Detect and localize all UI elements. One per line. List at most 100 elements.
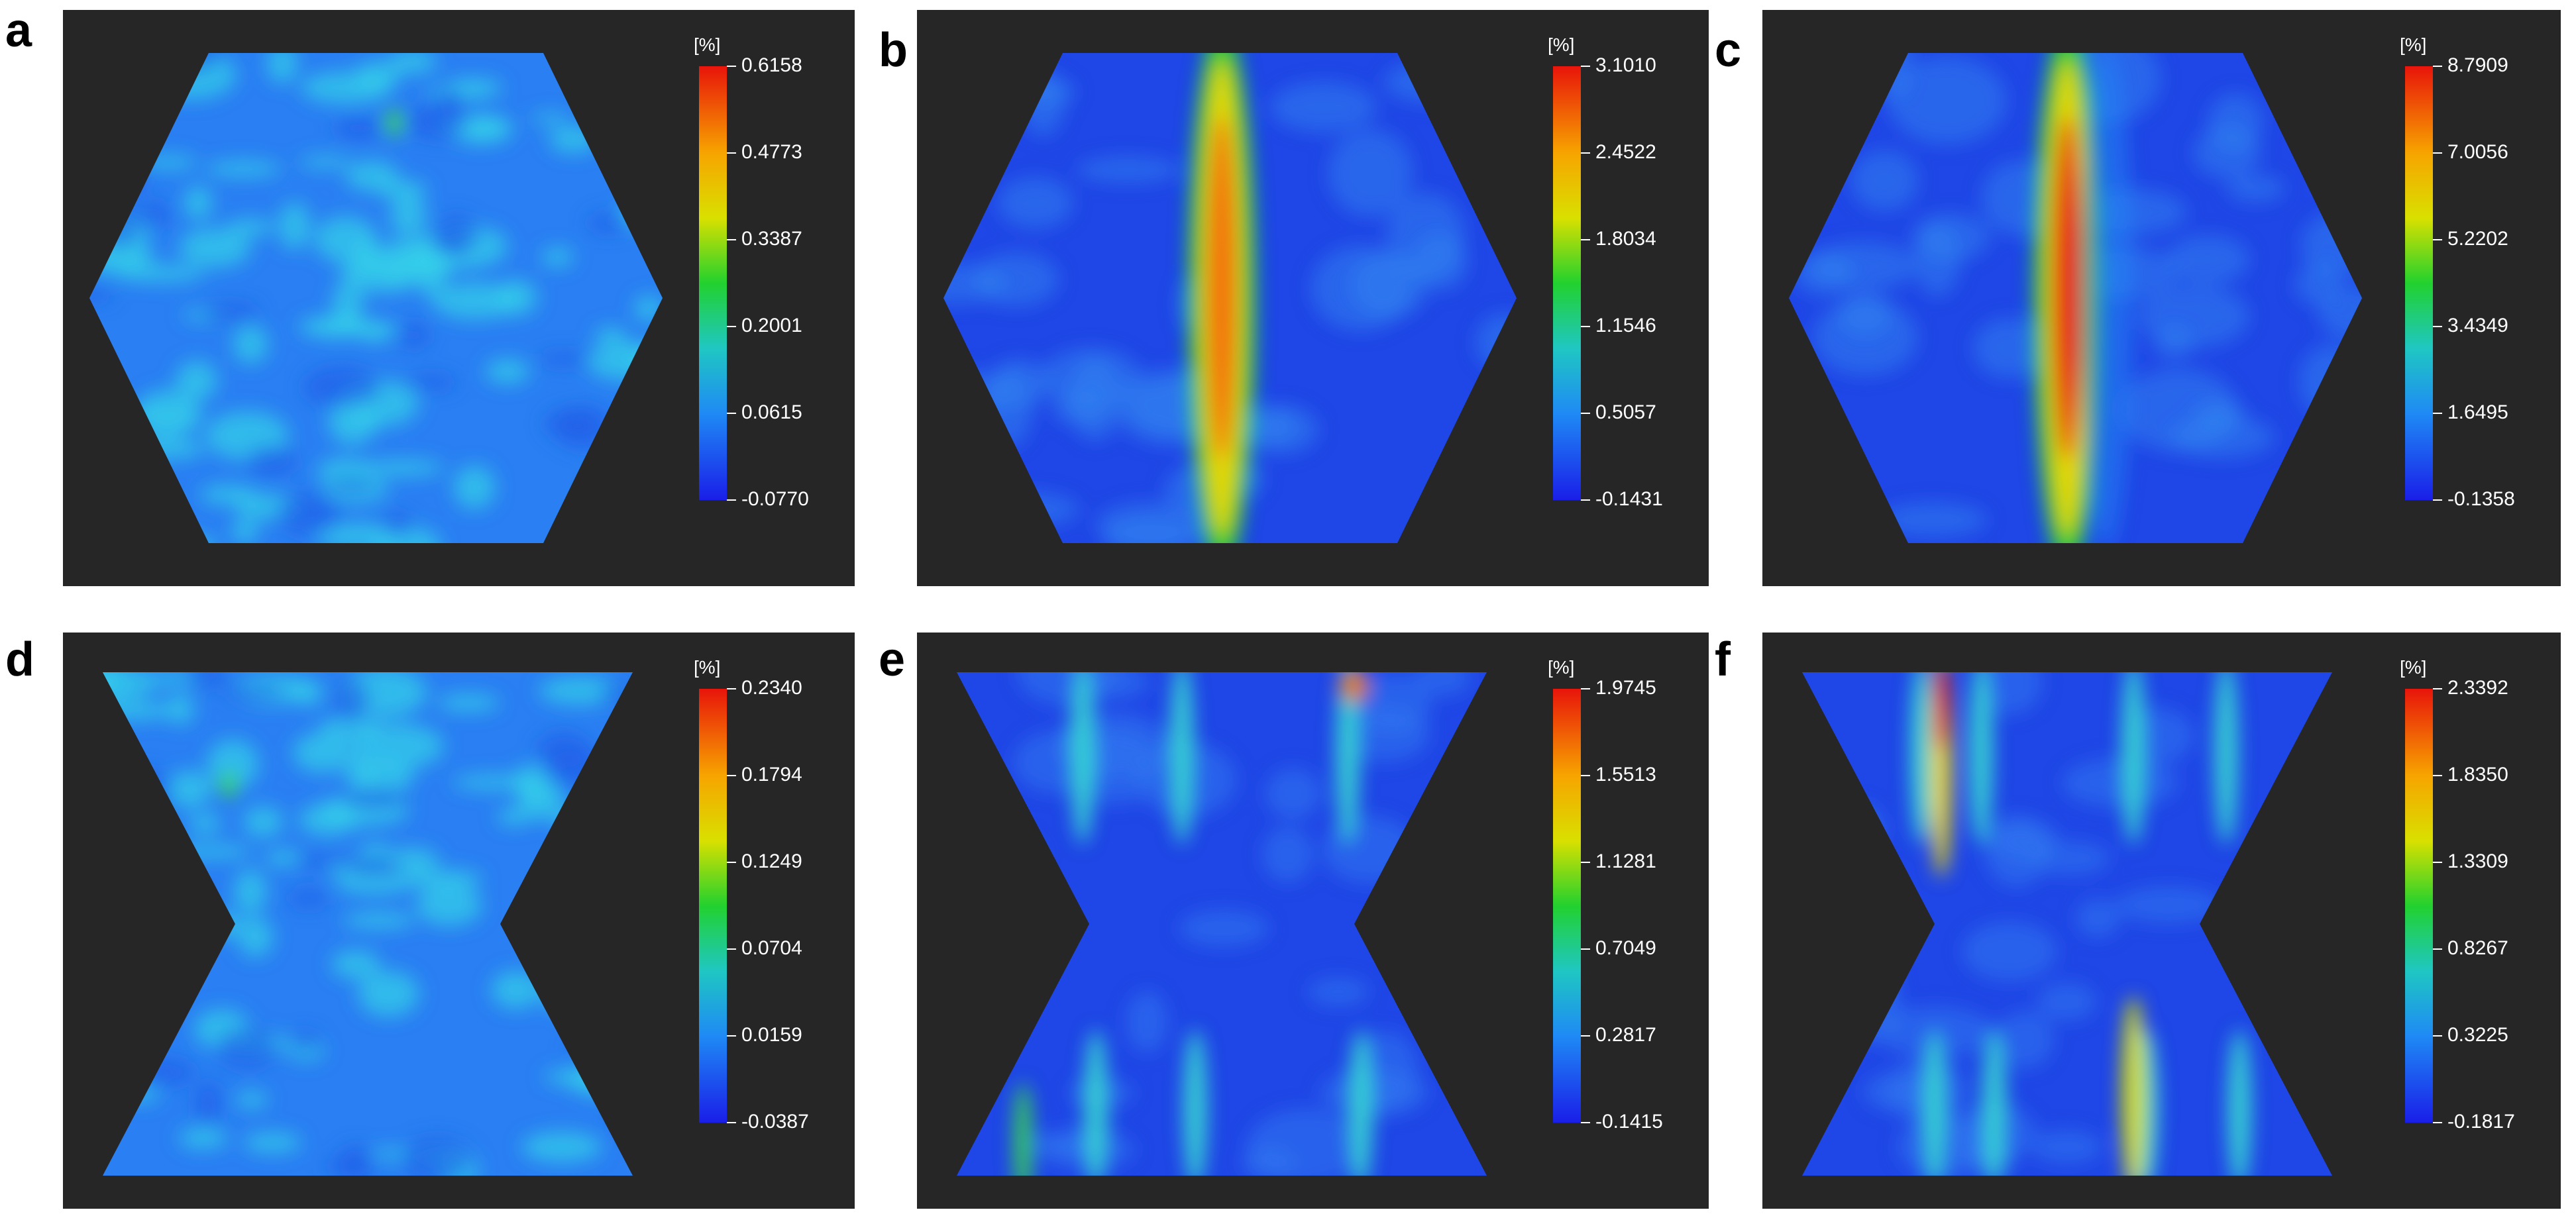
scale-tick-mark (1581, 152, 1590, 154)
scale-tick-mark (727, 413, 736, 414)
scale-tick-label: -0.1358 (2447, 488, 2515, 510)
scale-tick-mark (2433, 66, 2442, 67)
scale-tick-label: 3.4349 (2447, 315, 2508, 336)
scale-tick-mark (727, 152, 736, 154)
scale-tick-label: 0.0615 (741, 401, 802, 423)
scale-tick-label: 0.4773 (741, 141, 802, 163)
scale-tick-mark (2433, 152, 2442, 154)
scale-tick-mark (1581, 948, 1590, 950)
scale-tick-mark (2433, 688, 2442, 689)
scale-tick-mark (2433, 948, 2442, 950)
scale-tick-label: 0.6158 (741, 54, 802, 76)
panel-b-letter: b (879, 24, 908, 77)
scale-tick-label: -0.0387 (741, 1111, 809, 1133)
scale-tick-mark (1581, 239, 1590, 240)
scale-tick-mark (2433, 862, 2442, 863)
scale-tick-label: 8.7909 (2447, 54, 2508, 76)
scale-tick-label: 0.2340 (741, 677, 802, 699)
scale-unit: [%] (694, 657, 721, 678)
scale-tick-label: 1.8034 (1595, 228, 1656, 250)
scale-tick-label: 0.3225 (2447, 1024, 2508, 1046)
scale-tick-mark (2433, 239, 2442, 240)
panel-f-letter: f (1715, 633, 1731, 686)
panel-a: [%] 0.6158 0.4773 0.3387 0.2001 0.0615 -0.0770 (63, 10, 855, 586)
panel-d: [%] 0.2340 0.1794 0.1249 0.0704 0.0159 -0.0387 (63, 633, 855, 1209)
scale-tick-mark (2433, 326, 2442, 327)
scale-tick-label: 0.2001 (741, 315, 802, 336)
scale-tick-mark (1581, 688, 1590, 689)
scale-tick-label: 2.4522 (1595, 141, 1656, 163)
scale-tick-mark (727, 862, 736, 863)
scale-tick-mark (1581, 1035, 1590, 1037)
scale-tick-label: 1.6495 (2447, 401, 2508, 423)
color-scale-bar (1553, 66, 1581, 500)
scale-tick-label: 0.2817 (1595, 1024, 1656, 1046)
scale-tick-label: 1.8350 (2447, 764, 2508, 786)
scale-tick-label: 2.3392 (2447, 677, 2508, 699)
panel-e-letter: e (879, 633, 906, 686)
color-scale-bar (699, 689, 727, 1123)
scale-tick-label: -0.1415 (1595, 1111, 1663, 1133)
panel-b: [%] 3.1010 2.4522 1.8034 1.1546 0.5057 -0.1431 (917, 10, 1709, 586)
color-scale-bar (2405, 66, 2433, 500)
scale-tick-label: -0.1431 (1595, 488, 1663, 510)
scale-tick-mark (727, 1035, 736, 1037)
scale-tick-mark (2433, 413, 2442, 414)
scale-tick-mark (727, 326, 736, 327)
color-scale-bar (699, 66, 727, 500)
scale-unit: [%] (2400, 34, 2427, 55)
scale-unit: [%] (2400, 657, 2427, 678)
scale-tick-label: 1.5513 (1595, 764, 1656, 786)
scale-tick-mark (727, 499, 736, 501)
scale-tick-mark (1581, 413, 1590, 414)
scale-tick-label: 7.0056 (2447, 141, 2508, 163)
scale-tick-label: 1.9745 (1595, 677, 1656, 699)
strain-field-c (1789, 53, 2362, 543)
scale-tick-label: 1.1546 (1595, 315, 1656, 336)
color-scale-bar (1553, 689, 1581, 1123)
scale-tick-label: -0.1817 (2447, 1111, 2515, 1133)
scale-tick-mark (1581, 326, 1590, 327)
scale-tick-label: 0.7049 (1595, 937, 1656, 959)
panel-c: [%] 8.7909 7.0056 5.2202 3.4349 1.6495 -0.1358 (1762, 10, 2561, 586)
scale-tick-label: 1.3309 (2447, 850, 2508, 872)
scale-tick-label: 5.2202 (2447, 228, 2508, 250)
strain-field-d (103, 672, 633, 1176)
scale-unit: [%] (694, 34, 721, 55)
scale-tick-mark (2433, 775, 2442, 776)
strain-field-e (957, 672, 1487, 1176)
scale-tick-mark (2433, 499, 2442, 501)
scale-tick-label: 0.1794 (741, 764, 802, 786)
scale-tick-mark (2433, 1035, 2442, 1037)
scale-tick-mark (727, 775, 736, 776)
strain-field-f (1802, 672, 2332, 1176)
scale-tick-label: 0.5057 (1595, 401, 1656, 423)
scale-tick-label: 0.8267 (2447, 937, 2508, 959)
scale-tick-mark (727, 239, 736, 240)
panel-d-letter: d (5, 633, 34, 686)
panel-e: [%] 1.9745 1.5513 1.1281 0.7049 0.2817 -0.1415 (917, 633, 1709, 1209)
color-scale-bar (2405, 689, 2433, 1123)
panel-a-letter: a (5, 4, 32, 57)
scale-tick-mark (727, 66, 736, 67)
scale-tick-label: 1.1281 (1595, 850, 1656, 872)
scale-tick-mark (2433, 1122, 2442, 1123)
scale-tick-mark (1581, 775, 1590, 776)
scale-tick-mark (727, 1122, 736, 1123)
scale-tick-label: 0.0704 (741, 937, 802, 959)
scale-unit: [%] (1548, 657, 1575, 678)
panel-c-letter: c (1715, 24, 1742, 77)
scale-tick-mark (1581, 1122, 1590, 1123)
panel-f: [%] 2.3392 1.8350 1.3309 0.8267 0.3225 -0.1817 (1762, 633, 2561, 1209)
scale-tick-label: 0.3387 (741, 228, 802, 250)
strain-field-b (943, 53, 1517, 543)
scale-tick-mark (1581, 66, 1590, 67)
scale-unit: [%] (1548, 34, 1575, 55)
scale-tick-mark (1581, 862, 1590, 863)
scale-tick-label: 3.1010 (1595, 54, 1656, 76)
scale-tick-mark (1581, 499, 1590, 501)
scale-tick-label: 0.1249 (741, 850, 802, 872)
scale-tick-mark (727, 948, 736, 950)
scale-tick-label: -0.0770 (741, 488, 809, 510)
scale-tick-mark (727, 688, 736, 689)
